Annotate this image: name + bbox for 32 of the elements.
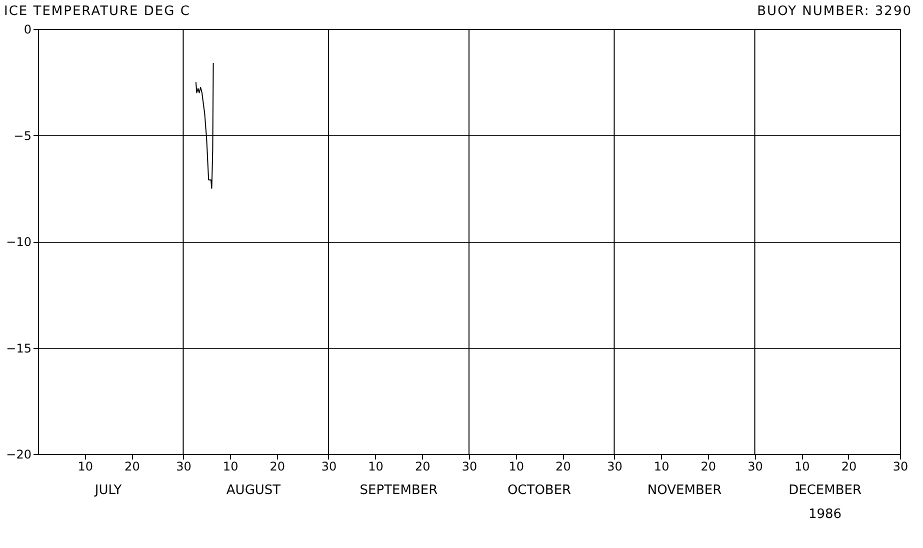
x-tick-label: 30 — [176, 460, 192, 474]
x-tick-label: 10 — [508, 460, 524, 474]
text: 1986 — [808, 507, 842, 522]
x-tick-label: 30 — [892, 460, 908, 474]
text: SEPTEMBER — [360, 483, 438, 498]
x-tick-label: 30 — [748, 460, 763, 474]
x-tick-label: 20 — [700, 460, 716, 474]
x-tick-label: 10 — [368, 460, 384, 474]
text: JULY — [94, 483, 122, 498]
y-tick-label: −5 — [14, 128, 32, 143]
x-tick-label: 30 — [607, 460, 622, 474]
x-tick-label: 10 — [654, 460, 670, 474]
text: DECEMBER — [788, 483, 862, 498]
text: AUGUST — [226, 483, 281, 498]
x-tick-label: 20 — [124, 460, 140, 474]
x-tick-label: 10 — [222, 460, 238, 474]
chart-title: ICE TEMPERATURE DEG C — [4, 4, 190, 19]
chart-subtitle: BUOY NUMBER: 3290 — [757, 4, 912, 19]
text: NOVEMBER — [647, 483, 722, 498]
y-tick-label: −10 — [6, 235, 32, 249]
x-tick-label: 30 — [462, 460, 478, 474]
x-tick-label: 20 — [556, 460, 571, 474]
x-tick-label: 10 — [78, 460, 93, 474]
x-tick-label: 20 — [415, 460, 430, 474]
x-tick-label: 20 — [270, 460, 286, 474]
text: OCTOBER — [507, 483, 572, 498]
x-tick-label: 30 — [321, 460, 337, 474]
x-tick-label: 20 — [841, 460, 857, 474]
y-tick-label: −20 — [6, 448, 32, 462]
y-tick-label: −15 — [6, 341, 32, 356]
x-tick-label: 10 — [794, 460, 810, 474]
y-tick-label: 0 — [24, 22, 32, 36]
